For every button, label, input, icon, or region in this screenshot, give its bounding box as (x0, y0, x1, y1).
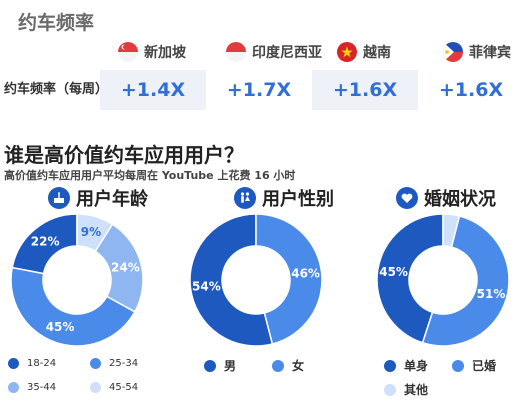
country-name: 菲律宾 (469, 45, 511, 61)
donut-slice (376, 213, 444, 344)
country-header-row: 新加坡 印度尼西亚 越南 菲律宾 (0, 40, 525, 64)
vn-flag-icon (337, 42, 357, 62)
legend-label: 已婚 (472, 359, 497, 373)
legend-item: 女 (272, 357, 304, 374)
country-vietnam: 越南 (337, 40, 391, 64)
frequency-title: 约车频率 (18, 12, 95, 34)
country-indonesia: 印度尼西亚 (226, 40, 322, 64)
donut-slice (189, 213, 274, 347)
legend-label: 单身 (404, 359, 429, 373)
legend-swatch (384, 359, 396, 372)
cake-icon (48, 187, 70, 209)
donut-slice (421, 215, 510, 347)
legend-swatch (384, 383, 396, 396)
legend-label: 女 (292, 359, 305, 373)
marital-donut-chart: 45% 51% (376, 213, 510, 347)
frequency-value-vietnam: +1.6X (312, 70, 418, 110)
frequency-row: 约车频率（每周） +1.4X +1.7X +1.6X +1.6X (0, 70, 525, 110)
donut-slice (442, 213, 461, 248)
donut-slice (255, 213, 323, 345)
data-label: 9% (81, 225, 101, 239)
country-name: 印度尼西亚 (252, 45, 322, 61)
data-label: 54% (192, 279, 221, 293)
id-flag-icon (226, 42, 246, 62)
data-label: 22% (31, 234, 60, 248)
age-donut-chart: 22% 45% 24% 9% (10, 213, 144, 347)
legend-swatch (90, 358, 101, 369)
legend-swatch (272, 359, 284, 372)
frequency-value-philippines: +1.6X (438, 79, 504, 101)
legend-item: 25-34 (90, 358, 138, 369)
legend-label: 18-24 (27, 358, 57, 369)
legend-swatch (452, 359, 464, 372)
frequency-value-indonesia: +1.7X (226, 79, 292, 101)
users-title: 谁是高价值约车应用用户？ (4, 143, 244, 167)
legend-swatch (204, 359, 216, 372)
legend-item: 18-24 (8, 358, 56, 369)
legend-item: 45-54 (90, 382, 138, 393)
legend-item: 男 (204, 357, 236, 374)
heart-icon (396, 187, 418, 209)
legend-swatch (8, 382, 19, 393)
data-label: 24% (111, 261, 140, 275)
country-name: 新加坡 (144, 45, 186, 61)
data-label: 46% (291, 267, 320, 281)
legend-swatch (8, 358, 19, 369)
country-philippines: 菲律宾 (443, 40, 511, 64)
country-name: 越南 (363, 45, 391, 61)
data-label: 45% (46, 320, 75, 334)
legend-label: 45-54 (109, 382, 139, 393)
legend-label: 男 (224, 359, 237, 373)
chart-title-text: 用户年龄 (76, 189, 148, 210)
chart-title-text: 用户性别 (262, 189, 334, 210)
legend-item: 已婚 (452, 357, 496, 374)
data-label: 51% (477, 287, 506, 301)
legend-swatch (90, 382, 101, 393)
gender-donut-chart: 54% 46% (189, 213, 323, 347)
ph-flag-icon (443, 42, 463, 62)
legend-item: 35-44 (8, 382, 56, 393)
donut-slice (76, 213, 114, 253)
donut-slice (10, 266, 136, 347)
sg-flag-icon (118, 42, 138, 62)
users-subtitle: 高价值约车应用用户平均每周在 YouTube 上花费 16 小时 (4, 169, 296, 182)
country-singapore: 新加坡 (118, 40, 186, 64)
gender-chart-title: 用户性别 (234, 185, 334, 211)
frequency-value-singapore: +1.4X (100, 70, 206, 110)
data-label: 45% (379, 265, 408, 279)
legend-label: 25-34 (109, 358, 139, 369)
legend-label: 35-44 (27, 382, 57, 393)
age-chart-title: 用户年龄 (48, 185, 148, 211)
people-icon (234, 187, 256, 209)
legend-label: 其他 (404, 383, 429, 397)
frequency-row-label: 约车频率（每周） (4, 82, 109, 97)
legend-item: 其他 (384, 381, 428, 398)
legend-item: 单身 (384, 357, 428, 374)
chart-title-text: 婚姻状况 (424, 189, 496, 210)
marital-chart-title: 婚姻状况 (396, 185, 496, 211)
